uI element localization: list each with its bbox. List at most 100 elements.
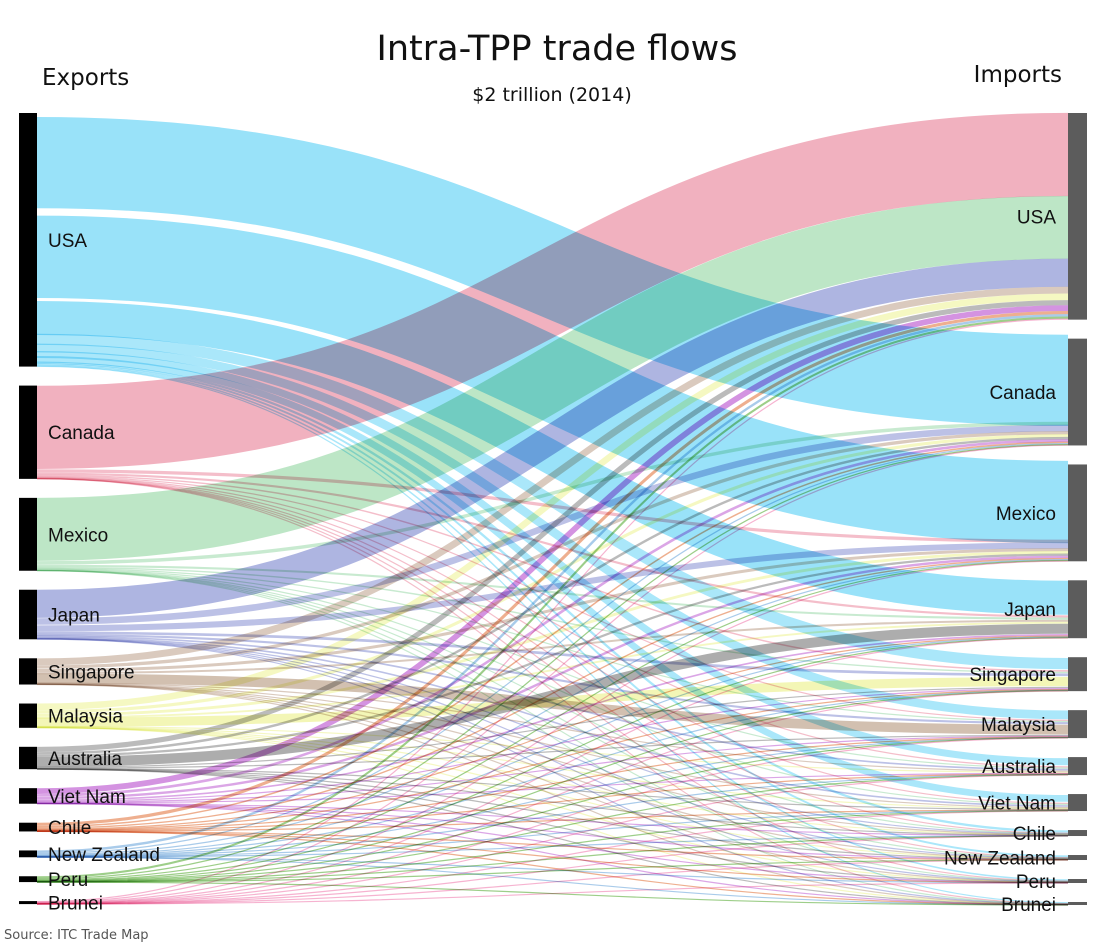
export-node-malaysia: [19, 703, 37, 728]
flow-chile-to-australia: [36, 773, 1069, 832]
export-node-japan: [19, 589, 37, 640]
export-label-usa: USA: [48, 231, 87, 252]
import-label-singapore: Singapore: [969, 665, 1056, 686]
export-label-australia: Australia: [48, 749, 122, 770]
flow-malaysia-to-mexico: [36, 550, 1069, 717]
export-node-usa: [19, 113, 37, 367]
flow-chile-to-singapore: [36, 689, 1069, 831]
flow-singapore-to-japan: [36, 619, 1069, 675]
flow-peru-to-chile: [36, 835, 1069, 883]
import-node-brunei: [1068, 902, 1087, 906]
flow-chile-to-malaysia: [36, 736, 1069, 832]
import-node-viet-nam: [1068, 794, 1087, 812]
flow-brunei-to-australia: [36, 774, 1069, 905]
flow-japan-to-usa: [36, 258, 1069, 618]
import-node-malaysia: [1068, 710, 1087, 739]
import-node-singapore: [1068, 657, 1087, 692]
flow-viet-nam-to-chile: [36, 802, 1069, 837]
export-label-new-zealand: New Zealand: [48, 845, 160, 866]
import-label-new-zealand: New Zealand: [944, 849, 1056, 870]
flow-peru-to-viet-nam: [36, 810, 1069, 883]
import-label-peru: Peru: [1016, 872, 1056, 893]
flow-layer: [36, 112, 1069, 906]
export-label-canada: Canada: [48, 423, 115, 444]
import-label-usa: USA: [1017, 207, 1056, 228]
flow-japan-to-viet-nam: [36, 636, 1069, 807]
export-label-chile: Chile: [48, 818, 91, 839]
export-node-brunei: [19, 901, 37, 905]
export-label-singapore: Singapore: [48, 662, 135, 683]
import-label-japan: Japan: [1004, 600, 1056, 621]
flow-brunei-to-japan: [36, 637, 1069, 904]
export-label-viet-nam: Viet Nam: [48, 787, 126, 808]
import-node-new-zealand: [1068, 855, 1087, 861]
export-label-malaysia: Malaysia: [48, 707, 123, 728]
export-label-peru: Peru: [48, 870, 88, 891]
flow-singapore-to-malaysia: [36, 673, 1069, 735]
flow-australia-to-japan: [36, 623, 1069, 767]
flow-malaysia-to-japan: [36, 621, 1069, 719]
export-node-new-zealand: [19, 850, 37, 858]
exports-node-column: [19, 113, 37, 905]
chart-title: Intra-TPP trade flows: [377, 29, 738, 69]
import-node-mexico: [1068, 464, 1087, 562]
chart-subtitle: $2 trillion (2014): [472, 84, 631, 106]
export-label-brunei: Brunei: [48, 894, 103, 915]
flow-singapore-to-mexico: [36, 548, 1069, 672]
flow-singapore-to-brunei: [36, 683, 1069, 905]
export-node-singapore: [19, 658, 37, 685]
export-node-australia: [19, 746, 37, 770]
import-node-usa: [1068, 113, 1087, 320]
flow-viet-nam-to-new-zealand: [36, 802, 1069, 861]
imports-label-column: USA Canada Mexico Japan Singapore Malaysia Aus…: [944, 207, 1056, 916]
import-label-chile: Chile: [1013, 824, 1056, 845]
flow-mexico-to-japan: [36, 564, 1069, 620]
source-note: Source: ITC Trade Map: [4, 928, 149, 943]
flow-new-zealand-to-singapore: [36, 689, 1069, 857]
flow-japan-to-mexico: [36, 542, 1069, 632]
import-label-viet-nam: Viet Nam: [978, 794, 1056, 815]
import-node-australia: [1068, 757, 1087, 776]
flow-malaysia-to-peru: [36, 727, 1069, 883]
flow-peru-to-malaysia: [36, 737, 1069, 883]
export-node-viet-nam: [19, 788, 37, 804]
flow-usa-to-mexico: [36, 215, 1069, 544]
flow-australia-to-viet-nam: [36, 767, 1069, 810]
import-node-peru: [1068, 879, 1087, 884]
export-node-mexico: [19, 497, 37, 571]
import-label-mexico: Mexico: [996, 504, 1056, 525]
export-node-canada: [19, 385, 37, 479]
import-node-canada: [1068, 338, 1087, 446]
import-label-canada: Canada: [989, 383, 1056, 404]
flow-australia-to-brunei: [36, 768, 1069, 906]
flow-brunei-to-viet-nam: [36, 810, 1069, 905]
flow-peru-to-new-zealand: [36, 859, 1069, 883]
flow-japan-to-chile: [36, 637, 1069, 835]
import-node-japan: [1068, 580, 1087, 639]
import-label-australia: Australia: [982, 757, 1056, 778]
flow-usa-to-japan: [36, 300, 1069, 615]
export-node-peru: [19, 876, 37, 883]
flow-peru-to-japan: [36, 637, 1069, 882]
flow-new-zealand-to-malaysia: [36, 736, 1069, 858]
exports-label-column: USA Canada Mexico Japan Singapore Malaysia Aus…: [48, 231, 160, 915]
flow-new-zealand-to-japan: [36, 636, 1069, 857]
flow-usa-to-singapore: [36, 333, 1069, 670]
flow-usa-to-canada: [36, 116, 1069, 426]
import-node-chile: [1068, 830, 1087, 837]
flow-japan-to-canada: [36, 424, 1069, 625]
flow-viet-nam-to-brunei: [36, 803, 1069, 906]
exports-heading: Exports: [42, 65, 129, 91]
export-node-chile: [19, 822, 37, 832]
import-label-brunei: Brunei: [1001, 895, 1056, 916]
import-label-malaysia: Malaysia: [981, 715, 1056, 736]
flow-new-zealand-to-peru: [36, 856, 1069, 884]
imports-node-column: [1068, 113, 1087, 906]
flow-peru-to-singapore: [36, 690, 1069, 882]
export-label-mexico: Mexico: [48, 525, 108, 546]
flow-new-zealand-to-brunei: [36, 856, 1069, 906]
flow-japan-to-singapore: [36, 631, 1069, 677]
flow-chile-to-brunei: [36, 830, 1069, 906]
flow-new-zealand-to-australia: [36, 773, 1069, 858]
